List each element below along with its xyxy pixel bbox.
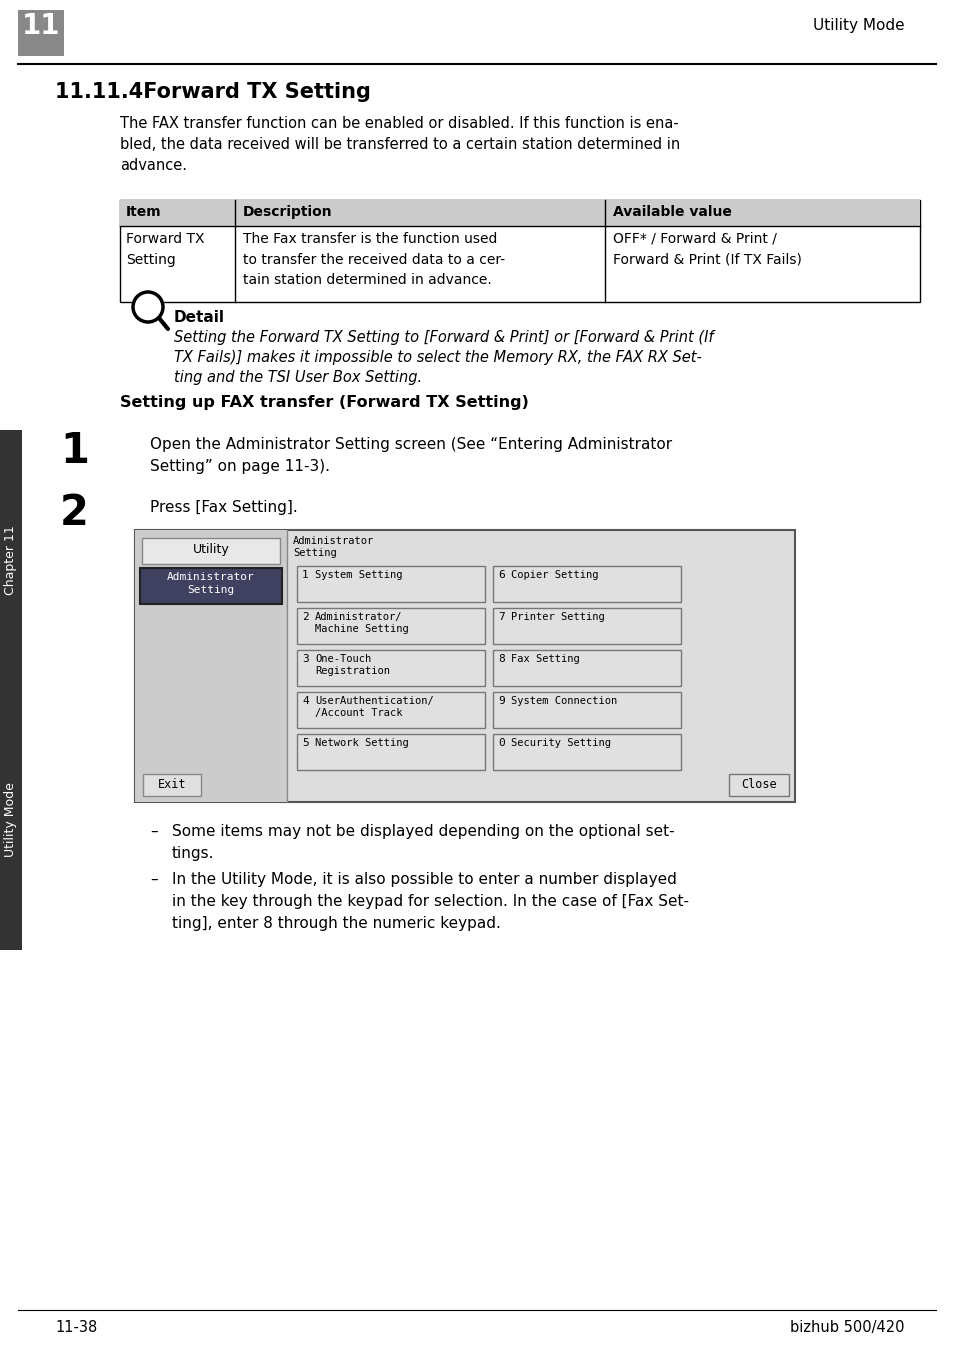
Bar <box>493 608 680 644</box>
Text: Setting” on page 11-3).: Setting” on page 11-3). <box>150 458 330 475</box>
Bar <box>728 773 788 796</box>
Text: 8: 8 <box>497 654 504 664</box>
Text: Administrator
Setting: Administrator Setting <box>293 535 374 558</box>
Bar <box>120 200 919 226</box>
Text: Exit: Exit <box>157 777 186 791</box>
Text: UserAuthentication/
/Account Track: UserAuthentication/ /Account Track <box>314 696 434 718</box>
Bar <box>143 773 201 796</box>
Text: ting and the TSI User Box Setting.: ting and the TSI User Box Setting. <box>173 370 421 385</box>
Text: Administrator
Setting: Administrator Setting <box>167 572 254 595</box>
Text: 1: 1 <box>302 571 309 580</box>
Text: The FAX transfer function can be enabled or disabled. If this function is ena-: The FAX transfer function can be enabled… <box>120 116 678 131</box>
Text: bled, the data received will be transferred to a certain station determined in: bled, the data received will be transfer… <box>120 137 679 151</box>
Text: 2: 2 <box>302 612 309 622</box>
Bar <box>120 200 919 301</box>
Text: In the Utility Mode, it is also possible to enter a number displayed: In the Utility Mode, it is also possible… <box>172 872 677 887</box>
Text: Setting up FAX transfer (Forward TX Setting): Setting up FAX transfer (Forward TX Sett… <box>120 395 528 410</box>
Text: Utility: Utility <box>193 544 229 556</box>
Text: System Setting: System Setting <box>314 571 402 580</box>
Text: Press [Fax Setting].: Press [Fax Setting]. <box>150 500 297 515</box>
Text: Utility Mode: Utility Mode <box>5 783 17 857</box>
Bar <box>135 530 794 802</box>
Text: 1: 1 <box>60 430 89 472</box>
Text: Open the Administrator Setting screen (See “Entering Administrator: Open the Administrator Setting screen (S… <box>150 437 672 452</box>
Text: 6: 6 <box>497 571 504 580</box>
Bar <box>493 650 680 685</box>
Bar <box>493 692 680 727</box>
Text: 2: 2 <box>60 492 89 534</box>
Bar <box>0 430 22 950</box>
Text: Detail: Detail <box>173 310 225 324</box>
Text: 4: 4 <box>302 696 309 706</box>
Bar <box>296 608 484 644</box>
Text: 5: 5 <box>302 738 309 748</box>
Text: 11: 11 <box>22 12 60 41</box>
Text: 11.11.4Forward TX Setting: 11.11.4Forward TX Setting <box>55 82 371 101</box>
Text: ting], enter 8 through the numeric keypad.: ting], enter 8 through the numeric keypa… <box>172 917 500 932</box>
Text: OFF* / Forward & Print /
Forward & Print (If TX Fails): OFF* / Forward & Print / Forward & Print… <box>613 233 801 266</box>
Text: TX Fails)] makes it impossible to select the Memory RX, the FAX RX Set-: TX Fails)] makes it impossible to select… <box>173 350 701 365</box>
Text: Administrator/
Machine Setting: Administrator/ Machine Setting <box>314 612 408 634</box>
Text: The Fax transfer is the function used
to transfer the received data to a cer-
ta: The Fax transfer is the function used to… <box>243 233 504 287</box>
Circle shape <box>132 292 163 322</box>
Text: –: – <box>150 872 157 887</box>
Text: Description: Description <box>243 206 333 219</box>
Text: Forward TX
Setting: Forward TX Setting <box>126 233 204 266</box>
Text: Network Setting: Network Setting <box>314 738 408 748</box>
Text: bizhub 500/420: bizhub 500/420 <box>790 1320 904 1334</box>
Text: Some items may not be displayed depending on the optional set-: Some items may not be displayed dependin… <box>172 823 674 840</box>
Bar <box>296 650 484 685</box>
Bar <box>296 692 484 727</box>
Bar <box>18 9 64 55</box>
Bar <box>296 566 484 602</box>
Bar <box>493 734 680 771</box>
Text: Security Setting: Security Setting <box>511 738 610 748</box>
Text: One-Touch
Registration: One-Touch Registration <box>314 654 390 676</box>
Text: Chapter 11: Chapter 11 <box>5 525 17 595</box>
Text: System Connection: System Connection <box>511 696 617 706</box>
Text: 7: 7 <box>497 612 504 622</box>
Bar <box>140 568 282 604</box>
Text: Fax Setting: Fax Setting <box>511 654 579 664</box>
Text: Close: Close <box>740 777 776 791</box>
Text: 3: 3 <box>302 654 309 664</box>
Text: 0: 0 <box>497 738 504 748</box>
Text: Setting the Forward TX Setting to [Forward & Print] or [Forward & Print (If: Setting the Forward TX Setting to [Forwa… <box>173 330 713 345</box>
Text: in the key through the keypad for selection. In the case of [Fax Set-: in the key through the keypad for select… <box>172 894 688 909</box>
Text: Item: Item <box>126 206 161 219</box>
Text: Printer Setting: Printer Setting <box>511 612 604 622</box>
Bar <box>135 530 287 802</box>
Text: 9: 9 <box>497 696 504 706</box>
Text: tings.: tings. <box>172 846 214 861</box>
Text: 11-38: 11-38 <box>55 1320 97 1334</box>
Text: –: – <box>150 823 157 840</box>
Bar <box>142 538 280 564</box>
Text: Available value: Available value <box>613 206 731 219</box>
Text: Copier Setting: Copier Setting <box>511 571 598 580</box>
Bar <box>296 734 484 771</box>
Bar <box>493 566 680 602</box>
Text: advance.: advance. <box>120 158 187 173</box>
Text: Utility Mode: Utility Mode <box>813 18 904 32</box>
